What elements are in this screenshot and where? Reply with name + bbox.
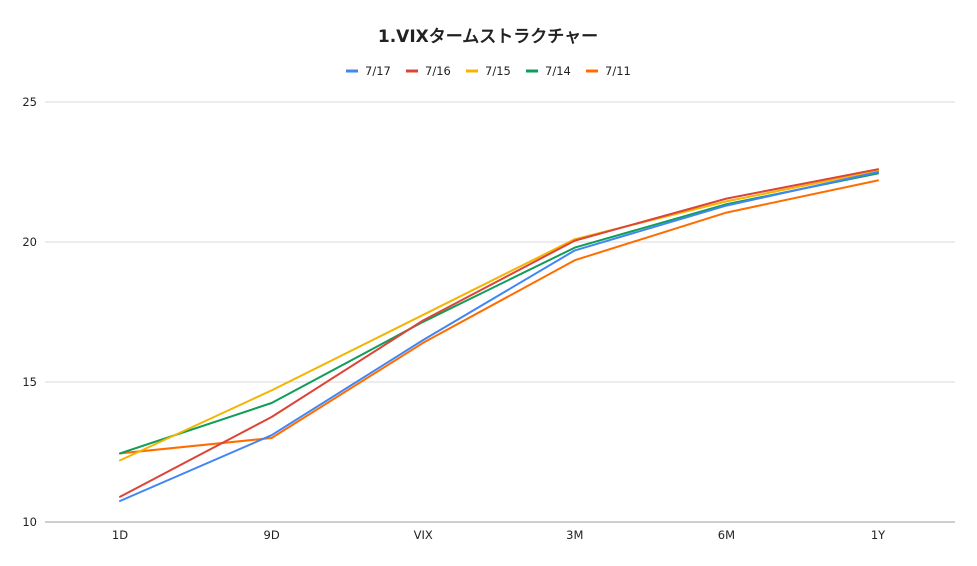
- legend-label: 7/17: [365, 64, 391, 78]
- y-tick-label: 10: [22, 515, 37, 529]
- legend-label: 7/14: [545, 64, 571, 78]
- x-tick-label: VIX: [414, 528, 433, 542]
- series-lines: [119, 168, 879, 502]
- chart-title: 1.VIXタームストラクチャー: [378, 27, 598, 47]
- gridlines: [45, 101, 955, 523]
- legend-label: 7/16: [425, 64, 451, 78]
- series-line-7-11: [119, 179, 879, 455]
- x-tick-label: 1Y: [871, 528, 886, 542]
- x-tick-label: 9D: [264, 528, 280, 542]
- y-axis-ticks: 10 15 20 25: [22, 95, 37, 529]
- x-tick-label: 6M: [718, 528, 735, 542]
- series-line-7-16: [119, 168, 879, 498]
- legend: 7/17 7/16 7/15 7/14 7/11: [346, 64, 631, 78]
- legend-label: 7/15: [485, 64, 511, 78]
- y-tick-label: 20: [22, 235, 37, 249]
- legend-label: 7/11: [605, 64, 631, 78]
- series-line-7-14: [119, 172, 879, 455]
- series-line-7-17: [119, 171, 879, 502]
- y-tick-label: 25: [22, 95, 37, 109]
- x-axis-ticks: 1D 9D VIX 3M 6M 1Y: [112, 528, 886, 542]
- x-tick-label: 1D: [112, 528, 128, 542]
- y-tick-label: 15: [22, 375, 37, 389]
- series-line-7-15: [119, 169, 879, 462]
- x-tick-label: 3M: [566, 528, 583, 542]
